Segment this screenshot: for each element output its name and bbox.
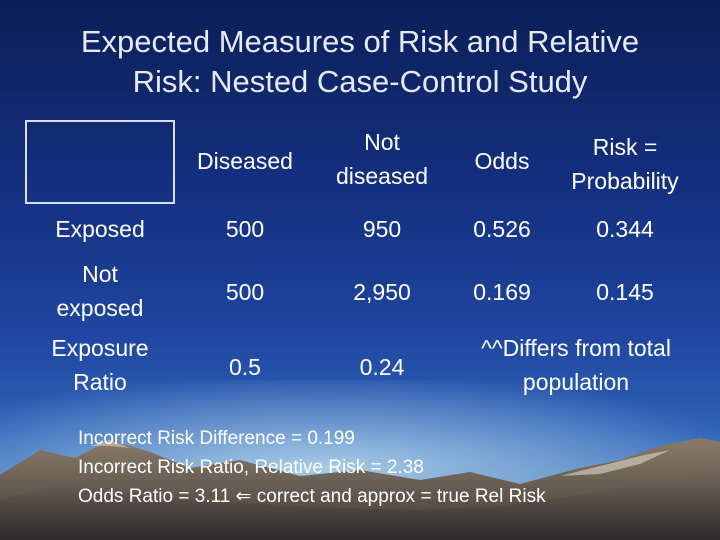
header-not-diseased-line-2: diseased xyxy=(335,163,429,189)
row-label-exposure-ratio-line-1: Exposure xyxy=(51,335,149,361)
header-odds: Odds xyxy=(474,148,530,174)
not-exposed-not-diseased: 2,950 xyxy=(353,279,411,305)
exposure-ratio-note-line-2: population xyxy=(522,369,630,395)
slide-title: Expected Measures of Risk and Relative R… xyxy=(0,22,720,102)
exposure-ratio-diseased: 0.5 xyxy=(229,354,261,380)
note-risk-difference: Incorrect Risk Difference = 0.199 xyxy=(78,428,355,449)
exposure-ratio-note-line-1: ^^Differs from total xyxy=(481,335,671,361)
header-not-diseased: Not diseased xyxy=(312,125,452,193)
header-not-diseased-line-1: Not xyxy=(364,129,400,155)
title-line-2: Risk: Nested Case-Control Study xyxy=(132,64,588,99)
exposure-ratio-note: ^^Differs from total population xyxy=(452,331,700,399)
not-exposed-odds: 0.169 xyxy=(473,279,531,305)
header-risk-line-2: Probability xyxy=(571,168,679,194)
note-risk-ratio: Incorrect Risk Ratio, Relative Risk = 2.… xyxy=(78,457,424,478)
exposure-ratio-not-diseased: 0.24 xyxy=(359,354,405,380)
mountain-range-background xyxy=(0,438,720,540)
not-exposed-diseased: 500 xyxy=(225,279,265,305)
row-label-exposure-ratio: Exposure Ratio xyxy=(25,331,175,399)
table-corner-box xyxy=(25,120,175,204)
not-exposed-risk: 0.145 xyxy=(596,279,654,305)
title-line-1: Expected Measures of Risk and Relative xyxy=(80,24,640,59)
row-label-not-exposed-line-2: exposed xyxy=(56,295,144,321)
exposed-not-diseased: 950 xyxy=(362,216,402,242)
exposed-diseased: 500 xyxy=(225,216,265,242)
note-odds-ratio: Odds Ratio = 3.11 ⇐ correct and approx =… xyxy=(78,486,546,507)
row-label-not-exposed-line-1: Not xyxy=(82,261,118,287)
header-risk: Risk = Probability xyxy=(550,130,700,198)
exposed-risk: 0.344 xyxy=(596,216,654,242)
header-risk-line-1: Risk = xyxy=(592,134,658,160)
header-diseased: Diseased xyxy=(197,148,293,174)
exposed-odds: 0.526 xyxy=(473,216,531,242)
summary-notes: Incorrect Risk Difference = 0.199 Incorr… xyxy=(78,424,546,511)
row-label-exposed: Exposed xyxy=(55,216,145,242)
row-label-exposure-ratio-line-2: Ratio xyxy=(73,369,127,395)
row-label-not-exposed: Not exposed xyxy=(25,257,175,325)
